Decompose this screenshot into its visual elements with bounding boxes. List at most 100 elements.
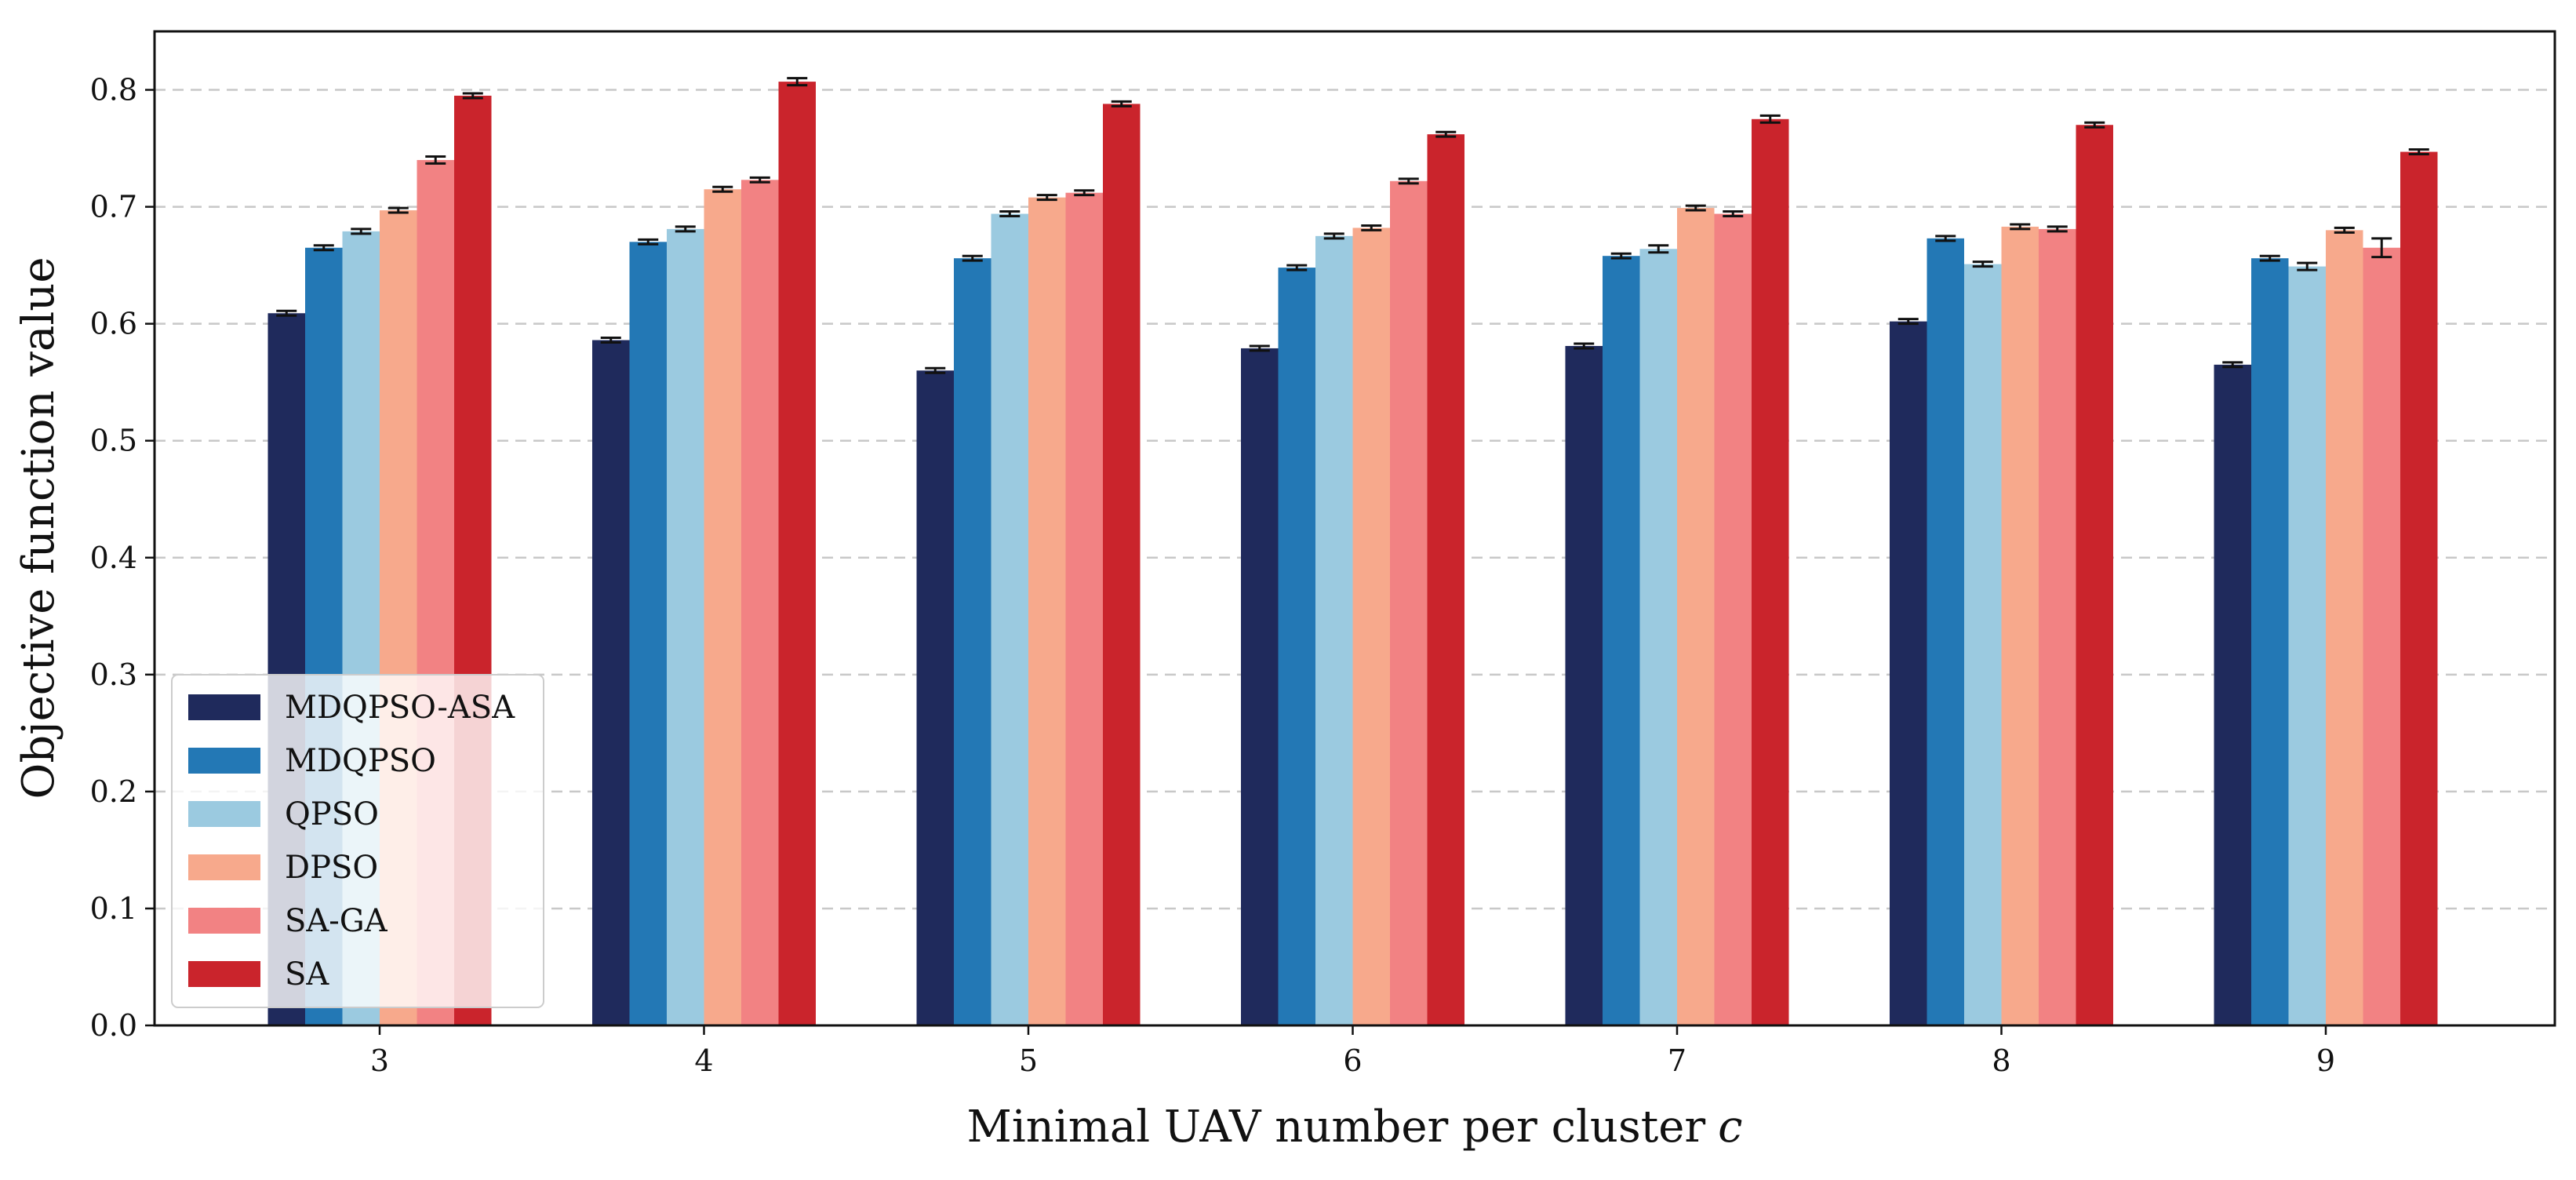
- error-bar: [2222, 361, 2243, 369]
- bar-qpso-c4: [667, 228, 704, 1025]
- error-bar: [1249, 344, 1270, 352]
- error-bar: [1935, 235, 1956, 242]
- y-tick-label: 0.8: [90, 73, 137, 107]
- bar-dpso-c8: [2001, 226, 2039, 1025]
- error-bar: [2047, 225, 2068, 233]
- x-axis-label: Minimal UAV number per cluster c: [966, 1102, 1742, 1153]
- error-bar: [2010, 223, 2031, 231]
- legend-label: MDQPSO: [285, 743, 436, 779]
- y-tick-label: 0.0: [90, 1008, 137, 1043]
- legend-box: [171, 674, 544, 1008]
- bar-qpso-c6: [1315, 235, 1353, 1026]
- bar-sa-c7: [1752, 118, 1789, 1026]
- x-tick-label: 5: [1019, 1043, 1038, 1078]
- y-axis-ticks: 0.0 0.1 0.2 0.3 0.4 0.5 0.6 0.7 0.8: [90, 73, 155, 1043]
- error-bar: [675, 225, 696, 233]
- legend-label: MDQPSO-ASA: [285, 690, 515, 726]
- bar-mdqpso-asa-c5: [916, 370, 954, 1025]
- bar-mdqpso-c6: [1278, 268, 1315, 1025]
- error-bar: [1435, 130, 1457, 138]
- legend-label: QPSO: [285, 796, 379, 832]
- bar-mdqpso-asa-c9: [2214, 364, 2251, 1026]
- error-bar: [313, 244, 334, 252]
- x-tick-label: 7: [1668, 1043, 1686, 1078]
- error-bar: [749, 176, 770, 184]
- error-bar: [1685, 204, 1706, 212]
- bar-sa-ga-c9: [2363, 247, 2400, 1026]
- error-bar: [1323, 232, 1344, 240]
- bar-mdqpso-c7: [1603, 256, 1640, 1025]
- y-axis-label: Objective function value: [13, 257, 64, 799]
- error-bar: [1972, 260, 1993, 268]
- bar-mdqpso-c4: [629, 242, 667, 1025]
- error-bar: [351, 228, 372, 235]
- bar-sa-c6: [1427, 134, 1464, 1026]
- y-tick-label: 0.2: [90, 774, 137, 809]
- error-bar: [600, 337, 621, 344]
- bar-qpso-c7: [1639, 249, 1677, 1026]
- legend-swatch: [188, 961, 260, 987]
- legend-swatch: [188, 748, 260, 774]
- error-bar: [1036, 194, 1057, 202]
- bar-sa-ga-c5: [1065, 192, 1103, 1025]
- legend-swatch: [188, 801, 260, 827]
- error-bar: [462, 92, 483, 100]
- x-tick-label: 9: [2316, 1043, 2335, 1078]
- bar-dpso-c7: [1677, 208, 1715, 1025]
- error-bar: [925, 366, 946, 374]
- x-axis-label-variable: c: [1718, 1102, 1742, 1153]
- error-bar: [962, 254, 983, 262]
- x-tick-label: 6: [1343, 1043, 1362, 1078]
- bar-sa-ga-c4: [741, 180, 779, 1026]
- y-tick-label: 0.7: [90, 190, 137, 224]
- error-bar: [2371, 237, 2392, 259]
- error-bar: [638, 238, 659, 246]
- error-bar: [2334, 226, 2355, 234]
- bar-mdqpso-c8: [1927, 238, 1964, 1025]
- y-tick-label: 0.5: [90, 424, 137, 458]
- bar-qpso-c9: [2288, 266, 2326, 1025]
- y-tick-label: 0.1: [90, 891, 137, 926]
- error-bar: [2259, 254, 2280, 262]
- legend-swatch: [188, 694, 260, 720]
- error-bars: [276, 77, 2429, 374]
- y-tick-label: 0.3: [90, 657, 137, 692]
- x-axis-ticks: 3 4 5 6 7 8 9: [370, 1025, 2335, 1078]
- x-tick-label: 8: [1992, 1043, 2010, 1078]
- bar-mdqpso-c5: [954, 258, 991, 1026]
- bar-dpso-c4: [704, 189, 741, 1026]
- bar-dpso-c9: [2326, 230, 2363, 1025]
- error-bar: [2408, 148, 2429, 156]
- error-bar: [1897, 318, 1919, 326]
- bar-sa-ga-c6: [1390, 180, 1428, 1025]
- error-bar: [1723, 210, 1744, 218]
- bar-sa-c8: [2076, 125, 2113, 1025]
- bar-sa-ga-c7: [1714, 213, 1752, 1026]
- error-bar: [712, 185, 733, 193]
- bar-dpso-c6: [1352, 228, 1390, 1025]
- bar-sa-c9: [2400, 151, 2438, 1025]
- bar-mdqpso-asa-c7: [1565, 345, 1603, 1025]
- bar-mdqpso-asa-c6: [1241, 348, 1279, 1025]
- error-bar: [1610, 252, 1632, 260]
- x-tick-label: 4: [694, 1043, 713, 1078]
- error-bar: [1648, 244, 1669, 254]
- bar-sa-c4: [778, 82, 816, 1025]
- legend-label: DPSO: [285, 850, 378, 886]
- bar-qpso-c5: [991, 213, 1028, 1026]
- bar-mdqpso-asa-c4: [592, 340, 630, 1026]
- legend-label: SA: [285, 956, 329, 992]
- legend-label: SA-GA: [285, 903, 388, 939]
- bar-mdqpso-c9: [2251, 258, 2289, 1026]
- x-axis-label-text: Minimal UAV number per cluster: [966, 1102, 1705, 1153]
- error-bar: [276, 309, 297, 317]
- legend-swatch: [188, 854, 260, 880]
- error-bar: [2084, 121, 2105, 129]
- bar-sa-ga-c8: [2039, 228, 2076, 1025]
- error-bar: [387, 206, 409, 214]
- error-bar: [2297, 261, 2318, 271]
- x-tick-label: 3: [370, 1043, 389, 1078]
- legend-items: MDQPSO-ASA MDQPSO QPSO DPSO SA-GA SA: [188, 690, 515, 992]
